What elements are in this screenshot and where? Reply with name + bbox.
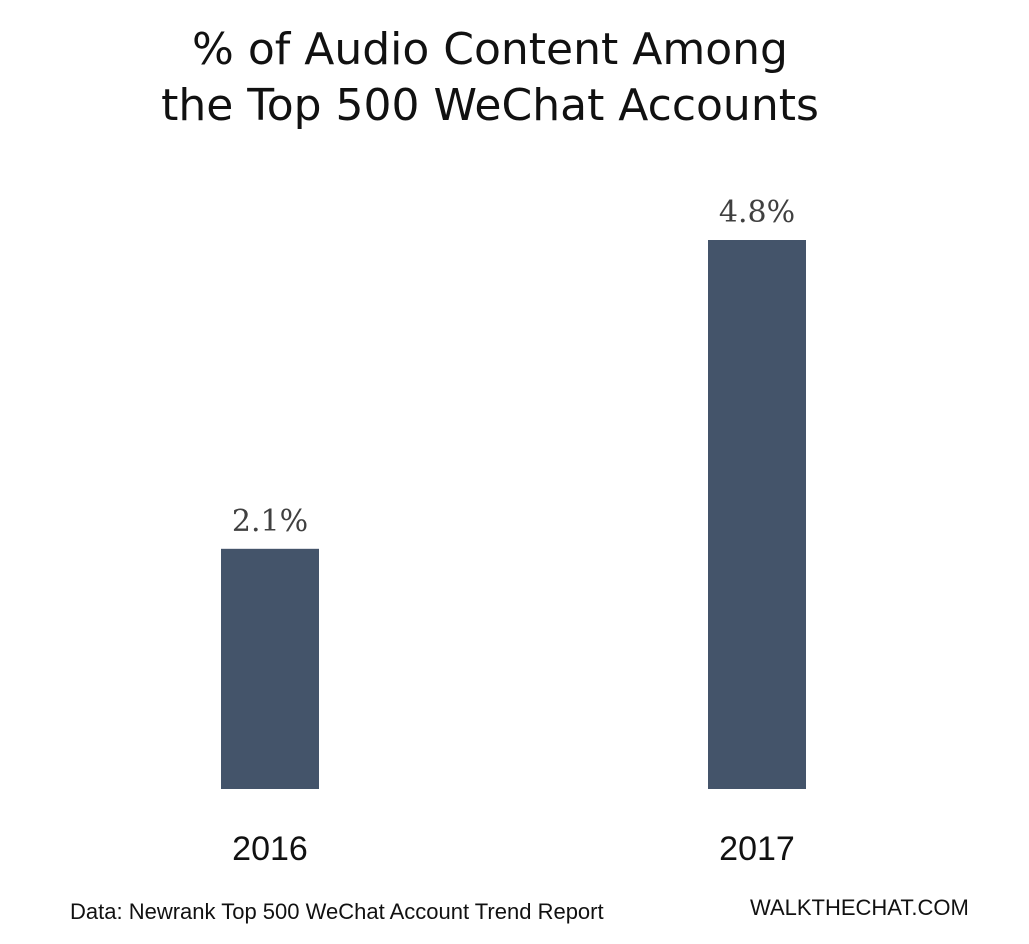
category-label-2016: 2016 bbox=[232, 830, 308, 868]
chart-title-line-1: % of Audio Content Among bbox=[192, 24, 788, 75]
brand-credit: WALKTHECHAT.COM bbox=[750, 895, 969, 920]
value-label-2017: 4.8% bbox=[719, 195, 795, 230]
bar-2017 bbox=[708, 240, 806, 789]
category-label-2017: 2017 bbox=[719, 830, 795, 868]
bar-2016 bbox=[221, 548, 319, 789]
data-source-note: Data: Newrank Top 500 WeChat Account Tre… bbox=[70, 899, 604, 924]
chart-title-line-2: the Top 500 WeChat Accounts bbox=[161, 80, 819, 131]
chart-title: % of Audio Content Among the Top 500 WeC… bbox=[0, 22, 980, 134]
value-label-2016: 2.1% bbox=[232, 504, 308, 539]
